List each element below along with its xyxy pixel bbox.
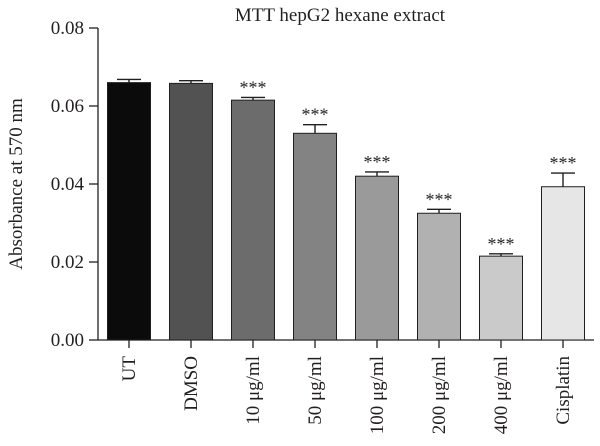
significance-stars: *** (488, 234, 515, 254)
error-bar-7 (489, 253, 513, 257)
y-axis: 0.00 0.02 0.04 0.06 0.08 (51, 18, 99, 351)
significance-stars: *** (364, 152, 391, 172)
significance-stars: *** (426, 189, 453, 209)
bar-3 (231, 99, 275, 341)
x-tick-label: 100 μg/ml (367, 356, 388, 434)
error-bar-8 (551, 172, 575, 187)
x-axis (98, 339, 594, 348)
x-tick-label: Cisplatin (553, 356, 574, 425)
y-axis-label: Absorbance at 570 nm (6, 98, 27, 270)
x-tick-label: 10 μg/ml (243, 356, 264, 425)
y-tick-label: 0.06 (51, 96, 84, 117)
x-tick-label: 50 μg/ml (305, 356, 326, 425)
error-bar-1 (117, 78, 141, 83)
x-tick-label: 400 μg/ml (491, 356, 512, 434)
significance-stars: *** (240, 77, 267, 97)
y-tick-label: 0.08 (51, 18, 84, 39)
x-tick-labels: UT DMSO 10 μg/ml 50 μg/ml 100 μg/ml 200 μg/ml… (119, 356, 574, 435)
bar-5 (355, 175, 399, 341)
significance-stars: *** (550, 153, 577, 173)
bar-2 (169, 82, 213, 341)
bar-6 (417, 212, 461, 341)
bar-7 (479, 255, 523, 341)
y-tick-label: 0.02 (51, 252, 84, 273)
error-bar-3 (241, 96, 265, 101)
chart-title: MTT hepG2 hexane extract (235, 5, 446, 26)
error-bar-6 (427, 208, 451, 214)
y-tick-label: 0.04 (51, 174, 85, 195)
error-bar-4 (303, 124, 327, 134)
error-bar-5 (365, 171, 389, 177)
error-bars-group (117, 78, 575, 257)
error-bar-2 (179, 79, 203, 84)
significance-stars: *** (302, 105, 329, 125)
x-tick-label: UT (119, 356, 140, 382)
x-tick-label: DMSO (181, 356, 202, 411)
bar-1 (107, 82, 151, 341)
significance-annotations: *** *** *** *** *** *** (240, 77, 577, 253)
bar-4 (293, 132, 337, 341)
bars-group (107, 82, 585, 341)
y-tick-label: 0.00 (51, 330, 84, 351)
x-tick-label: 200 μg/ml (429, 356, 450, 434)
bar-8 (541, 186, 585, 341)
